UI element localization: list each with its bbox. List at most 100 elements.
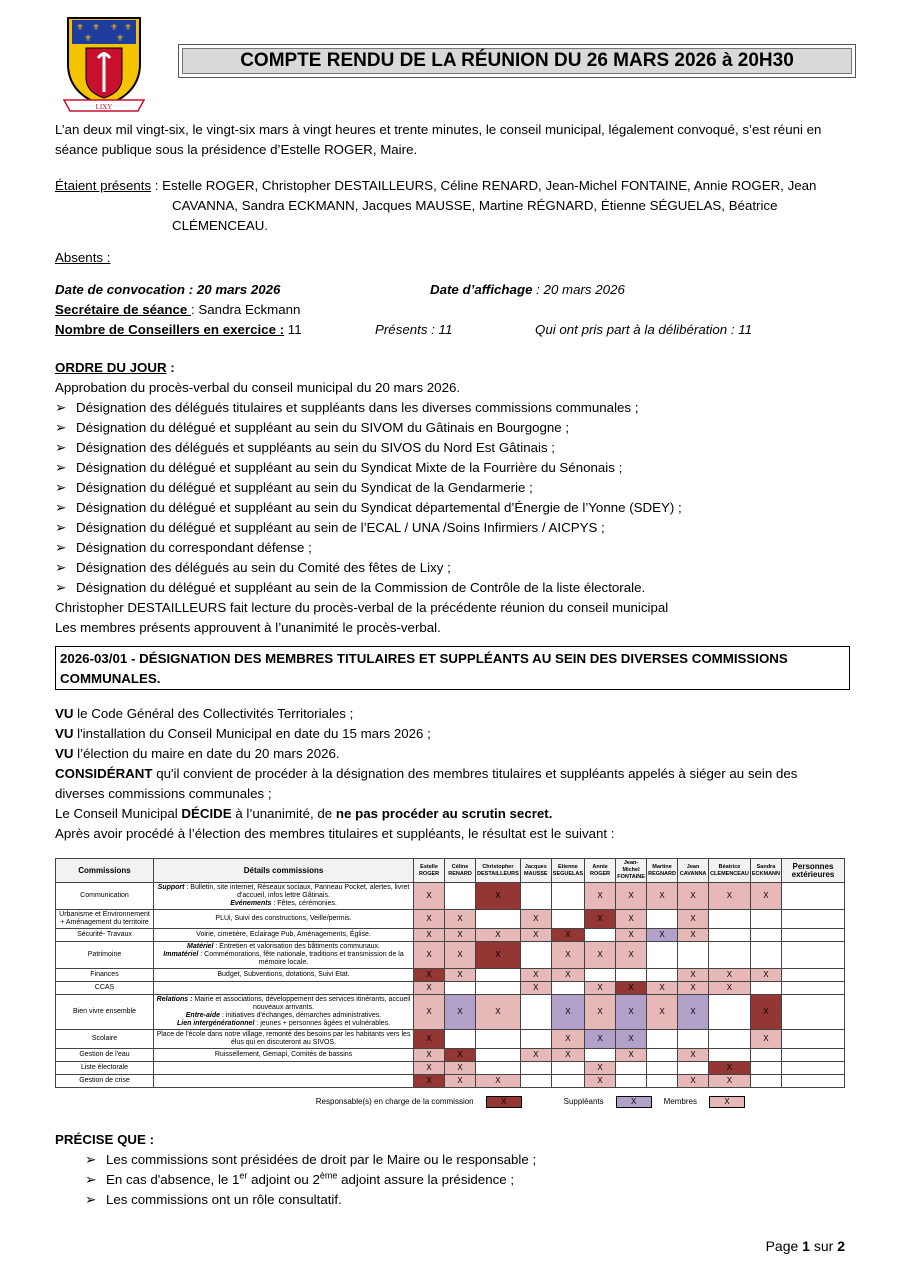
detail-key: Evénements: [230, 900, 274, 907]
member-cell: X: [615, 1029, 648, 1049]
member-cell: X: [413, 909, 446, 929]
ordre-item: Désignation du délégué et suppléant au s…: [55, 478, 850, 498]
member-cell: X: [677, 909, 710, 929]
presents-line: Étaient présents : Estelle ROGER, Christ…: [55, 176, 850, 196]
member-cell: [584, 1048, 617, 1062]
member-first-name: Etienne: [557, 863, 578, 870]
member-cell: X: [444, 1074, 477, 1088]
considerant-body: qu'il convient de procéder à la désignat…: [55, 766, 798, 801]
convocation-date: Date de convocation : 20 mars 2026: [55, 282, 281, 297]
header-member: Jacques MAUSSE: [519, 858, 552, 883]
precise-list: Les commissions sont présidées de droit …: [55, 1150, 850, 1210]
member-cell: [646, 1048, 679, 1062]
member-cell: [781, 1061, 845, 1075]
member-cell: X: [708, 981, 751, 995]
detail-text: Mairie et associations, développement de…: [194, 996, 411, 1011]
member-cell: X: [615, 1048, 648, 1062]
ordre-item: Désignation du délégué et suppléant au s…: [55, 518, 850, 538]
header-member: Jean-Michel FONTAINE: [615, 858, 648, 883]
member-cell: [749, 981, 783, 995]
member-cell: X: [584, 941, 617, 969]
sup-eme: ème: [319, 1170, 338, 1181]
commission-name: Finances: [55, 968, 154, 982]
commission-name: Gestion de crise: [55, 1074, 154, 1088]
page-number: Page 1 sur 2: [766, 1236, 845, 1256]
precise-item: Les commissions sont présidées de droit …: [85, 1150, 850, 1170]
member-cell: X: [519, 928, 552, 942]
vu-item: VU l’élection du maire en date du 20 mar…: [55, 744, 850, 764]
member-cell: X: [615, 981, 648, 995]
member-cell: X: [584, 909, 617, 929]
member-cell: X: [646, 928, 679, 942]
presents-label: Étaient présents: [55, 178, 152, 193]
svg-text:⚜: ⚜: [84, 33, 92, 43]
ordre-du-jour-list: Désignation des délégués titulaires et s…: [55, 398, 850, 598]
member-cell: X: [584, 1074, 617, 1088]
member-cell: [646, 968, 679, 982]
header-member: Céline RENARD: [444, 858, 477, 883]
member-cell: [677, 941, 710, 969]
secretaire-label: Secrétaire de séance: [55, 302, 192, 317]
member-cell: X: [708, 882, 751, 910]
header-member: Béatrice CLEMENCEAU: [708, 858, 751, 883]
member-cell: [584, 968, 617, 982]
commission-name: CCAS: [55, 981, 154, 995]
detail-text: PLUi, Suivi des constructions, Veille/pe…: [215, 915, 352, 922]
table-row: Gestion de crise X X X X X X: [55, 1074, 845, 1088]
detail-text: : jeunes + personnes âgées et vulnérable…: [256, 1020, 391, 1027]
member-last-name: ROGER: [589, 870, 611, 877]
member-cell: X: [749, 1029, 783, 1049]
precise-text: En cas d'absence, le 1: [106, 1172, 240, 1187]
member-cell: X: [615, 882, 648, 910]
commission-name: Liste électorale: [55, 1061, 154, 1075]
member-first-name: Christopher: [482, 863, 514, 870]
commission-name: Gestion de l'eau: [55, 1048, 154, 1062]
member-first-name: Annie: [592, 863, 608, 870]
header-details: Détails commissions: [152, 858, 415, 883]
member-cell: [781, 981, 845, 995]
decide-c: ne pas procéder au scrutin secret.: [335, 806, 553, 821]
legend-responsable-swatch: X: [485, 1096, 522, 1108]
member-first-name: Estelle: [420, 863, 438, 870]
member-cell: [749, 909, 783, 929]
member-cell: X: [646, 994, 679, 1030]
commission-details: Support : Bulletin, site internet, Résea…: [152, 882, 415, 910]
detail-key: Lien intergénérationnel: [176, 1020, 257, 1027]
member-cell: X: [413, 928, 446, 942]
member-cell: [475, 1029, 521, 1049]
detail-line: Relations : Mairie et associations, déve…: [155, 996, 412, 1012]
member-cell: [781, 928, 845, 942]
member-cell: [615, 968, 648, 982]
member-cell: X: [413, 1029, 446, 1049]
affichage-date: : 20 mars 2026: [532, 282, 625, 297]
detail-line: Immatériel : Commémorations, fête nation…: [155, 951, 412, 967]
deliberation-count: Qui ont pris part à la délibération : 11: [535, 322, 753, 337]
member-cell: X: [677, 1048, 710, 1062]
member-first-name: Sandra: [756, 863, 776, 870]
detail-key: Support: [157, 884, 187, 891]
table-row: Scolaire Place de l'école dans notre vill…: [55, 1029, 845, 1049]
member-cell: X: [444, 909, 477, 929]
member-cell: X: [413, 994, 446, 1030]
ordre-item: Désignation des délégués et suppléants a…: [55, 438, 850, 458]
ordre-item: Désignation des délégués au sein du Comi…: [55, 558, 850, 578]
lixy-coat-of-arms-logo: ⚜ ⚜ ⚜ ⚜⚜ ⚜ LIXY: [62, 17, 146, 112]
legend-suppleants-swatch: X: [615, 1096, 652, 1108]
member-cell: [749, 928, 783, 942]
member-cell: [781, 1029, 845, 1049]
detail-line: PLUi, Suivi des constructions, Veille/pe…: [155, 915, 412, 923]
commission-name: Urbanisme et Environnement + Aménagement…: [55, 909, 154, 929]
member-cell: [550, 882, 586, 910]
detail-line: Ruissellement, Gemapi, Comités de bassin…: [155, 1051, 412, 1059]
member-cell: X: [413, 1061, 446, 1075]
page-sur: sur: [809, 1238, 838, 1254]
decide-text: Le Conseil Municipal DÉCIDE à l’unanimit…: [55, 804, 850, 824]
precise-item: En cas d'absence, le 1er adjoint ou 2ème…: [85, 1170, 850, 1190]
member-cell: X: [444, 928, 477, 942]
dates-line: Date de convocation : 20 mars 2026 Date d…: [55, 280, 850, 300]
member-cell: X: [413, 1074, 446, 1088]
member-cell: [781, 882, 845, 910]
member-cell: X: [584, 1061, 617, 1075]
member-cell: [519, 1029, 552, 1049]
member-last-name: DESTAILLEURS: [477, 870, 519, 877]
